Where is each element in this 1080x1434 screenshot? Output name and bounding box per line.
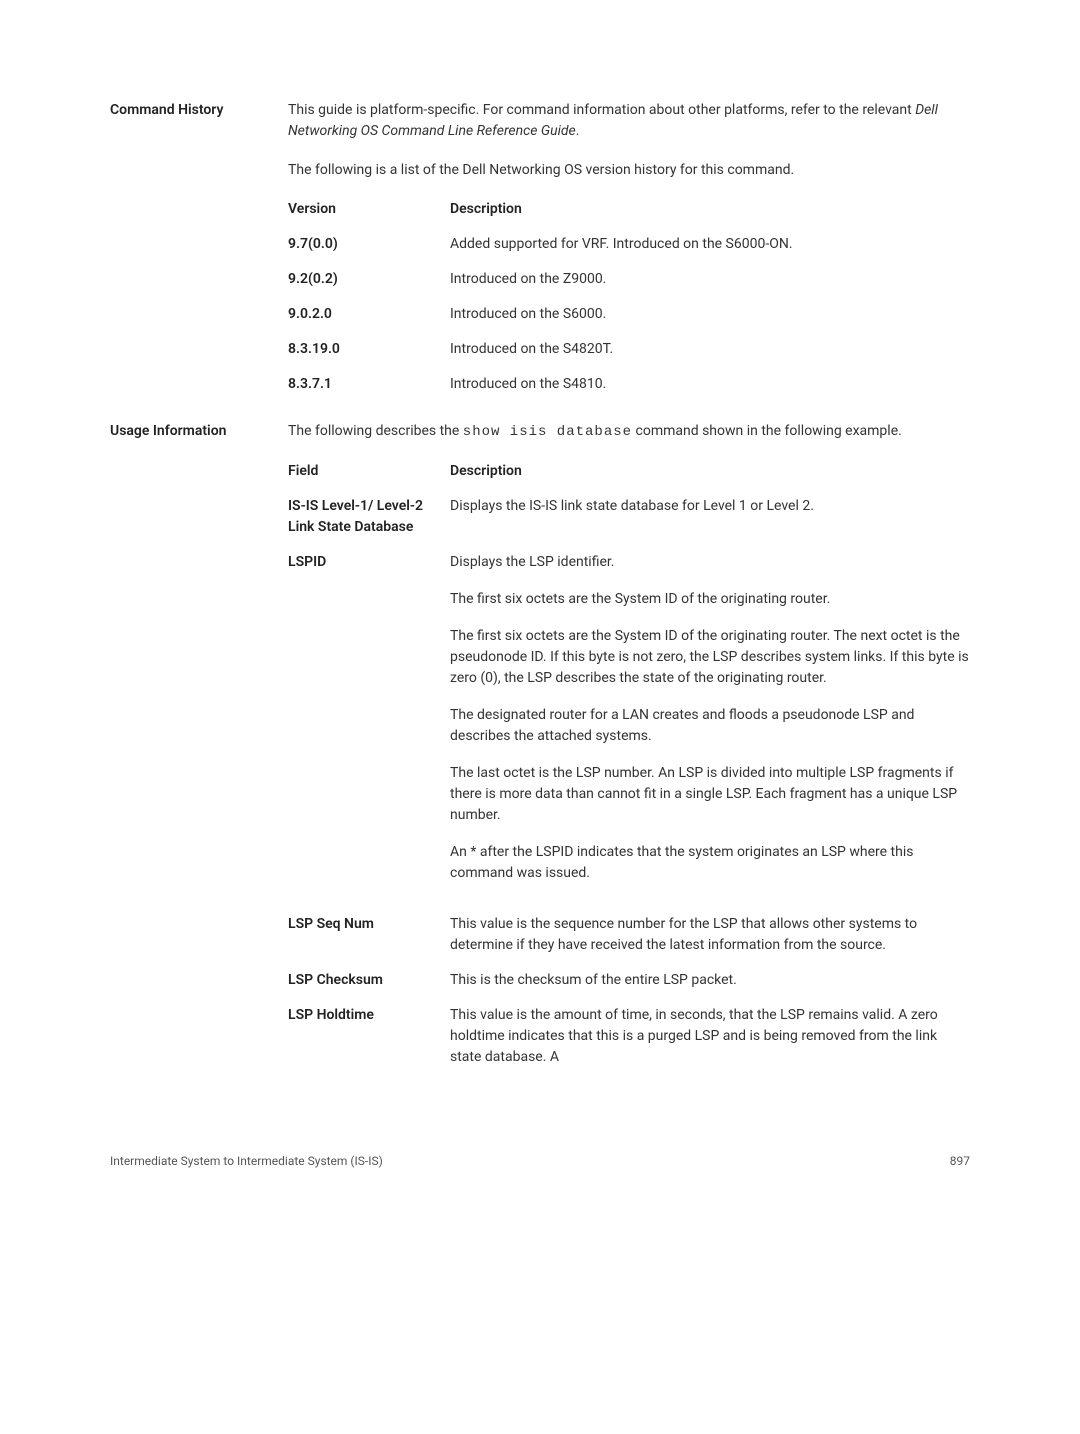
description-cell: Introduced on the S6000.: [450, 304, 970, 325]
col-description-header: Description: [450, 461, 970, 482]
field-desc: This value is the amount of time, in sec…: [450, 1005, 970, 1068]
field-name: LSP Checksum: [288, 970, 450, 991]
description-cell: Introduced on the S4820T.: [450, 339, 970, 360]
usage-intro-code: show isis database: [463, 424, 632, 440]
lspid-p2: The first six octets are the System ID o…: [450, 589, 970, 610]
field-desc: This value is the sequence number for th…: [450, 914, 970, 956]
command-history-intro-1: This guide is platform-specific. For com…: [288, 100, 970, 142]
field-desc: Displays the IS-IS link state database f…: [450, 496, 970, 517]
lspid-p1: Displays the LSP identifier.: [450, 552, 970, 573]
intro1-a: This guide is platform-specific. For com…: [288, 102, 915, 118]
usage-intro-b: command shown in the following example.: [632, 423, 902, 439]
version-cell: 9.2(0.2): [288, 269, 450, 290]
description-cell: Added supported for VRF. Introduced on t…: [450, 234, 970, 255]
field-name: LSPID: [288, 552, 450, 573]
version-cell: 8.3.19.0: [288, 339, 450, 360]
field-desc: This is the checksum of the entire LSP p…: [450, 970, 970, 991]
footer-page: 897: [950, 1152, 970, 1170]
usage-intro: The following describes the show isis da…: [288, 421, 970, 443]
version-cell: 8.3.7.1: [288, 374, 450, 395]
col-description-header: Description: [450, 199, 970, 220]
field-name: LSP Holdtime: [288, 1005, 450, 1026]
usage-intro-a: The following describes the: [288, 423, 463, 439]
col-version-header: Version: [288, 199, 450, 220]
description-cell: Introduced on the S4810.: [450, 374, 970, 395]
field-name: LSP Seq Num: [288, 914, 450, 935]
intro1-b: .: [576, 123, 580, 139]
version-cell: 9.7(0.0): [288, 234, 450, 255]
footer-title: Intermediate System to Intermediate Syst…: [110, 1152, 383, 1170]
command-history-intro-2: The following is a list of the Dell Netw…: [288, 160, 970, 181]
lspid-p5: The last octet is the LSP number. An LSP…: [450, 763, 970, 826]
version-cell: 9.0.2.0: [288, 304, 450, 325]
lspid-p3: The first six octets are the System ID o…: [450, 626, 970, 689]
lspid-p6: An * after the LSPID indicates that the …: [450, 842, 970, 884]
field-name: IS-IS Level-1/ Level-2 Link State Databa…: [288, 496, 450, 538]
lspid-p4: The designated router for a LAN creates …: [450, 705, 970, 747]
section-command-history-label: Command History: [110, 100, 288, 121]
section-usage-label: Usage Information: [110, 421, 288, 442]
description-cell: Introduced on the Z9000.: [450, 269, 970, 290]
col-field-header: Field: [288, 461, 450, 482]
